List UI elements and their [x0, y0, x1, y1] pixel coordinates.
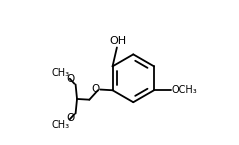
Text: CH₃: CH₃ [51, 120, 70, 130]
Text: OCH₃: OCH₃ [172, 85, 198, 95]
Text: O: O [67, 75, 75, 84]
Text: CH₃: CH₃ [51, 68, 70, 78]
Text: O: O [91, 84, 99, 94]
Text: OH: OH [109, 36, 126, 46]
Text: O: O [67, 113, 75, 123]
